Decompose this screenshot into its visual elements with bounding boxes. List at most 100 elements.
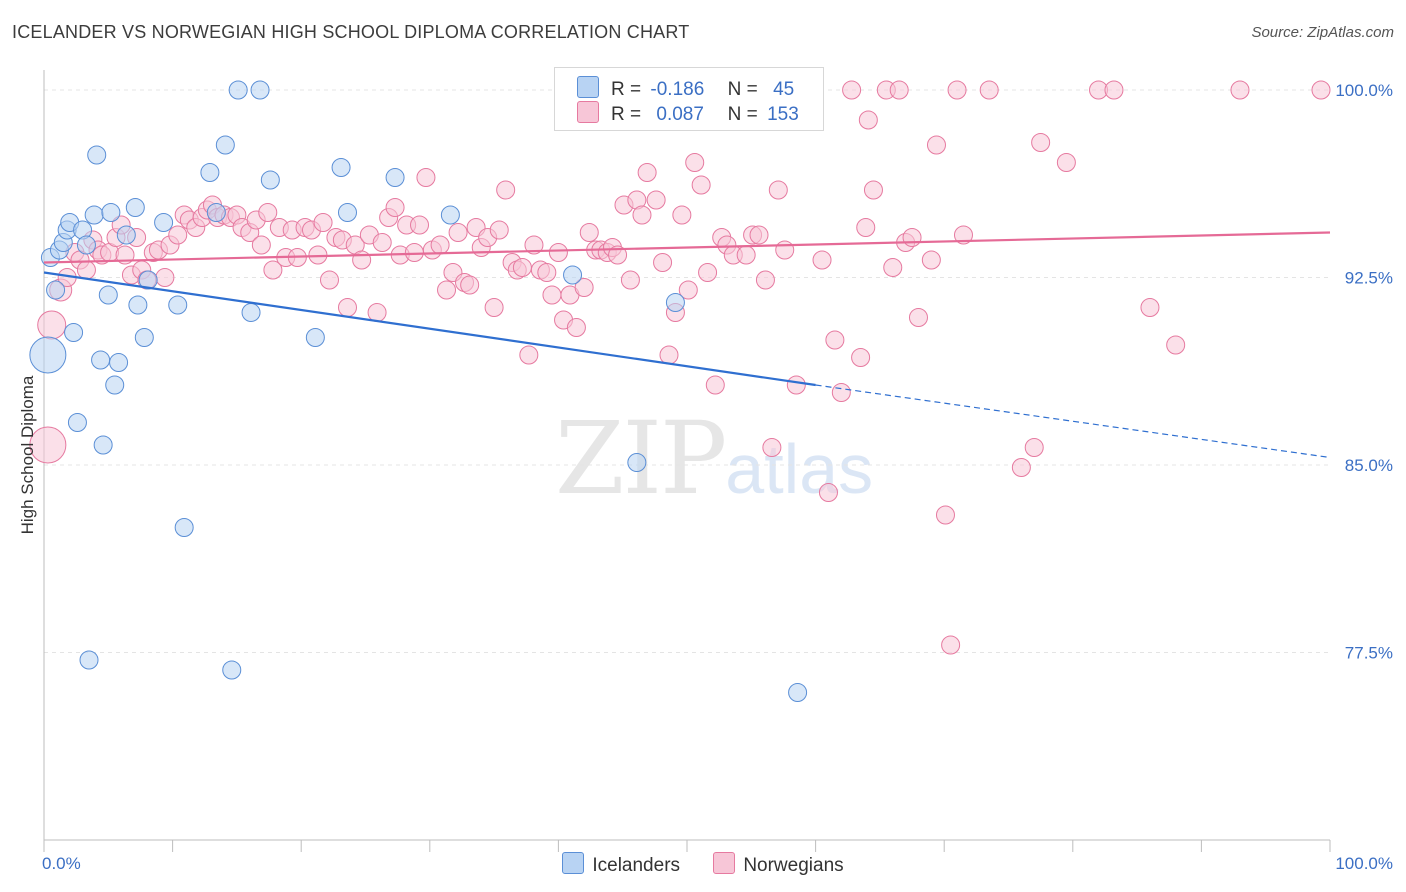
norwegian-point [637, 163, 657, 182]
norwegian-point [1311, 80, 1331, 100]
norwegian-point [76, 260, 96, 280]
icelander-point [93, 435, 113, 455]
norwegian-point [548, 243, 568, 262]
y-tick-label: 92.5% [1345, 269, 1393, 288]
icelander-point [79, 650, 99, 670]
norwegian-point [319, 270, 339, 290]
legend-label-norwegians: Norwegians [743, 855, 844, 876]
icelander-point [627, 453, 647, 472]
norwegian-point [902, 228, 922, 247]
icelander-point [98, 285, 118, 305]
icelander-point [168, 295, 188, 315]
norwegian-point [889, 80, 909, 100]
norwegian-point [698, 263, 718, 282]
legend-label-icelanders: Icelanders [592, 855, 681, 876]
norwegian-point [921, 250, 941, 270]
norwegian-point [659, 345, 679, 365]
icelander-point [222, 660, 242, 680]
r-value: 0.087 [656, 104, 704, 125]
norwegian-point [1024, 438, 1044, 457]
norwegian-point [653, 253, 673, 272]
norwegian-point [632, 205, 652, 225]
norwegian-point [37, 310, 67, 340]
norwegian-point [1104, 80, 1124, 100]
series-legend: Icelanders Norwegians [0, 852, 1406, 877]
norwegian-point [29, 426, 67, 464]
icelander-point [305, 328, 325, 347]
norwegian-point [168, 225, 188, 245]
norwegian-point [812, 250, 832, 270]
norwegian-point [579, 223, 599, 242]
icelander-point [84, 205, 104, 225]
legend-item-icelanders: Icelanders [562, 852, 680, 877]
icelander-point [665, 293, 685, 312]
icelander-point [250, 80, 270, 100]
norwegian-point [460, 275, 480, 295]
norwegian-point [935, 505, 955, 525]
norwegian-point [410, 215, 430, 235]
y-tick-label: 85.0% [1345, 456, 1393, 475]
stats-legend-row-icelanders: R = -0.186 N = 45 [577, 76, 794, 102]
norwegian-point [258, 203, 278, 222]
icelander-trend-line [43, 271, 816, 387]
icelander-point [138, 270, 158, 290]
pink-swatch-icon [577, 101, 599, 123]
icelander-point [128, 295, 148, 315]
icelander-point [46, 280, 66, 300]
norwegian-point [736, 245, 756, 265]
norwegian-point [512, 258, 532, 277]
icelander-point [125, 198, 145, 217]
norwegian-point [251, 235, 271, 255]
norwegian-point [831, 383, 851, 402]
x-tick-label-max: 100.0% [1335, 854, 1393, 873]
n-value: 153 [767, 104, 799, 125]
y-tick-label: 100.0% [1335, 81, 1393, 100]
norwegian-point [858, 110, 878, 130]
icelander-point [87, 145, 107, 165]
icelander-point [331, 158, 351, 177]
source-credit: Source: ZipAtlas.com [1251, 24, 1394, 41]
norwegian-point [496, 180, 516, 200]
norwegian-point [863, 180, 883, 200]
norwegian-point [941, 635, 961, 655]
norwegian-point [755, 270, 775, 290]
norwegian-point [524, 235, 544, 255]
r-label: R = [611, 79, 642, 100]
norwegian-point [313, 213, 333, 232]
norwegian-point [337, 298, 357, 317]
chart-title: ICELANDER VS NORWEGIAN HIGH SCHOOL DIPLO… [12, 22, 690, 42]
norwegian-point [678, 280, 698, 300]
n-value: 45 [773, 79, 795, 100]
y-tick-label: 77.5% [1345, 644, 1393, 663]
blue-swatch-icon [577, 76, 599, 98]
icelander-point [215, 135, 235, 155]
icelander-point [228, 80, 248, 100]
norwegian-point [155, 268, 175, 287]
norwegian-point [489, 220, 509, 240]
x-tick-label-min: 0.0% [42, 854, 81, 873]
norwegian-point [1140, 298, 1160, 317]
blue-swatch-icon [562, 852, 585, 874]
norwegian-point [705, 375, 725, 395]
norwegian-point [1056, 153, 1076, 172]
icelander-point [109, 353, 129, 372]
icelander-point [385, 168, 405, 187]
norwegian-point [672, 205, 692, 225]
icelander-point [788, 683, 808, 702]
norwegian-point [448, 223, 468, 242]
norwegian-point [519, 345, 539, 365]
norwegian-point [749, 225, 769, 245]
norwegian-point [842, 80, 862, 100]
norwegian-point [786, 375, 806, 395]
watermark-atlas: atlas [725, 430, 874, 508]
norwegian-point [263, 260, 283, 280]
norwegian-point [1031, 133, 1051, 152]
icelander-point [337, 203, 357, 222]
norwegian-point [953, 225, 973, 245]
norwegian-point [352, 250, 372, 270]
norwegian-point [851, 348, 871, 367]
icelander-point [200, 163, 220, 182]
norwegian-point [416, 168, 436, 187]
norwegian-point [818, 483, 838, 502]
